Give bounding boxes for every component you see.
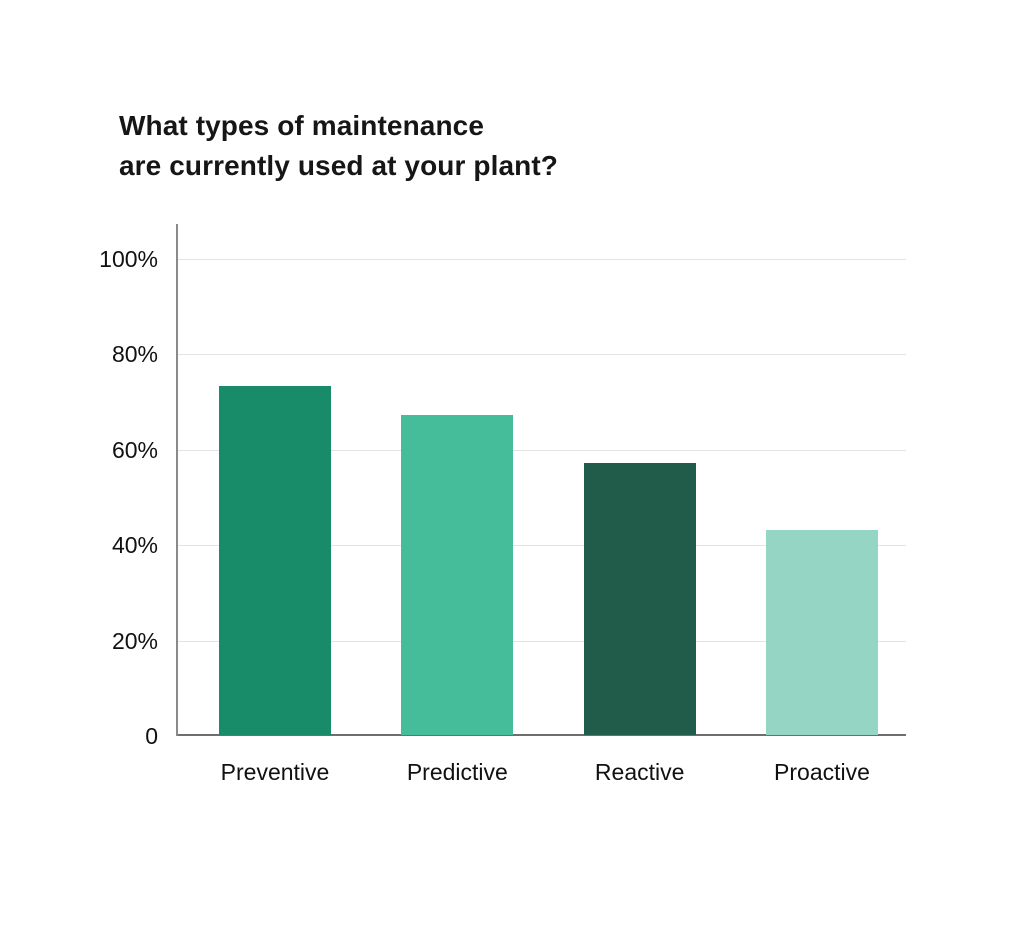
- y-axis-line: [176, 224, 178, 736]
- x-axis-label-predictive: Predictive: [406, 759, 508, 785]
- x-axis-label-reactive: Reactive: [594, 759, 685, 785]
- bar-proactive: [765, 529, 878, 735]
- y-tick-label-100: 100%: [99, 245, 158, 272]
- bar-preventive: [219, 386, 331, 735]
- y-tick-label-0: 0: [145, 723, 158, 749]
- bar-chart-plot-area: 100% 80% 60% 40% 20% 0 Preventive Predictive Re…: [99, 224, 906, 785]
- gridline-20: [176, 640, 906, 642]
- gridline-100: [176, 258, 906, 260]
- x-axis-line: [176, 734, 906, 736]
- bar-predictive: [401, 415, 514, 735]
- x-axis-label-preventive: Preventive: [220, 759, 330, 785]
- bar-reactive: [583, 462, 696, 735]
- chart-title: What types of maintenance are currently …: [119, 106, 558, 186]
- gridline-60: [176, 449, 906, 451]
- y-tick-label-80: 80%: [111, 341, 158, 367]
- chart-title-line-1: What types of maintenance: [119, 110, 485, 141]
- gridline-80: [176, 354, 906, 355]
- x-axis-label-proactive: Proactive: [774, 759, 870, 785]
- y-tick-label-40: 40%: [111, 532, 158, 558]
- chart-title-line-2: are currently used at your plant?: [119, 150, 558, 181]
- gridline-40: [176, 545, 906, 546]
- y-tick-label-60: 60%: [111, 436, 158, 463]
- y-tick-label-20: 20%: [111, 627, 158, 654]
